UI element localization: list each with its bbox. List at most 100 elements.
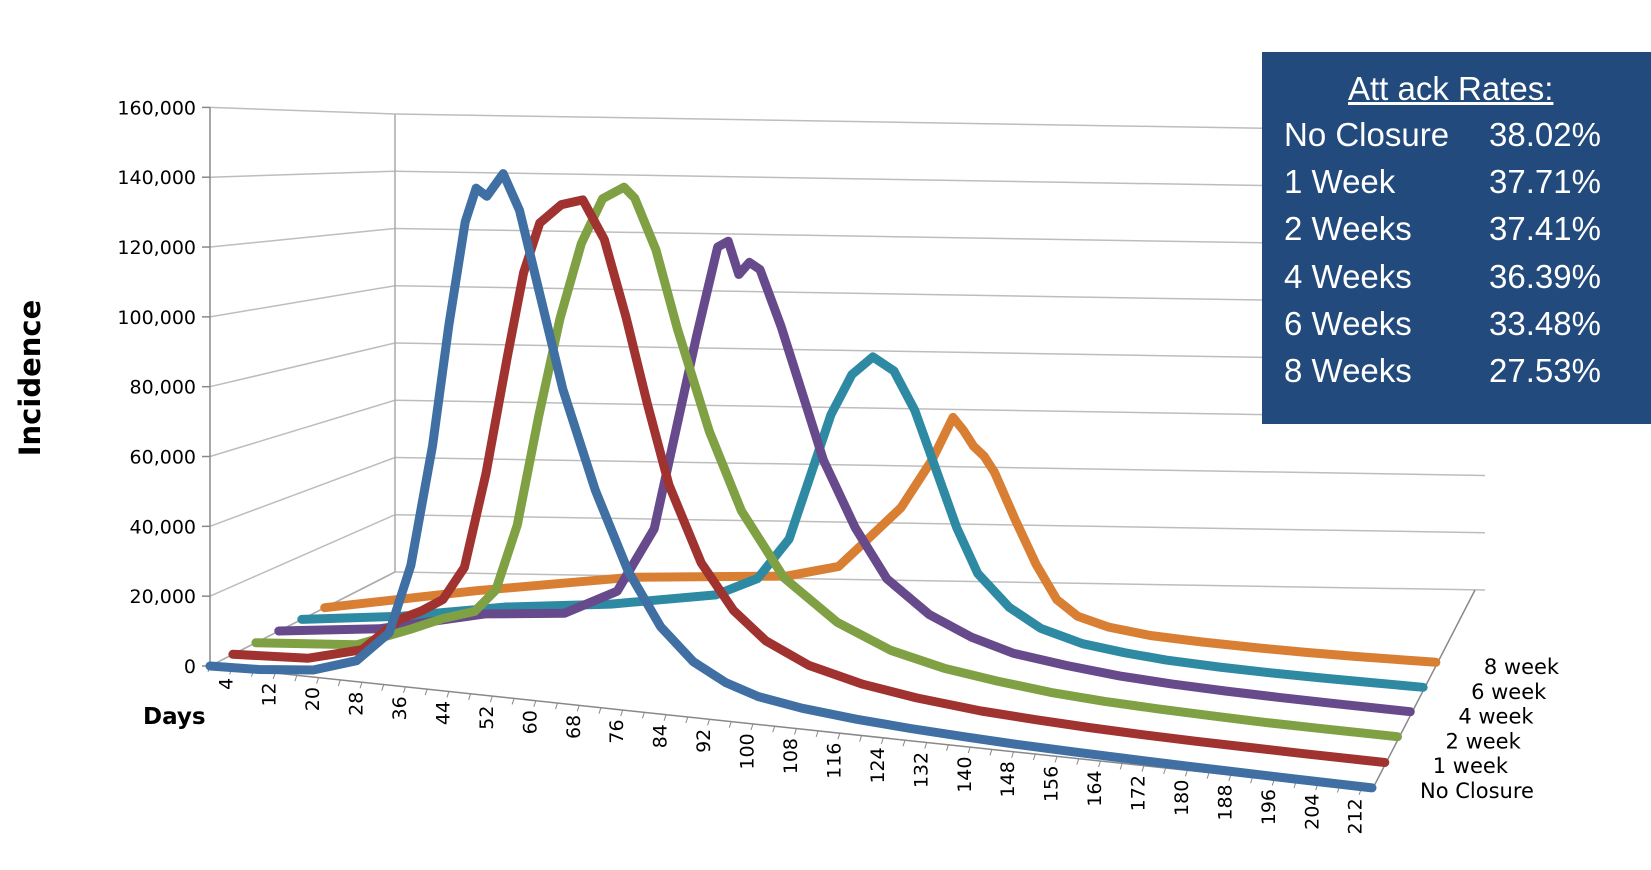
y-tick-label: 100,000 <box>117 307 196 329</box>
series-line-4-week <box>274 236 1415 717</box>
x-axis-title: Days <box>143 704 206 730</box>
attack-rate-value: 36.39% <box>1489 258 1601 295</box>
x-minor-tick <box>1098 760 1101 768</box>
x-minor-tick <box>620 709 624 717</box>
x-minor-tick <box>337 679 341 687</box>
x-tick-label: 164 <box>1084 770 1106 806</box>
x-minor-tick <box>707 719 711 726</box>
attack-rate-row: 2 Weeks 37.41% <box>1284 210 1624 256</box>
x-minor-tick <box>489 695 493 703</box>
y-tick-label: 40,000 <box>130 516 196 538</box>
side-gridline <box>209 227 396 248</box>
side-gridline <box>209 342 396 388</box>
x-minor-tick <box>1163 767 1167 775</box>
attack-rate-label: No Closure <box>1284 116 1450 153</box>
x-minor-tick <box>381 684 385 691</box>
x-minor-tick <box>533 700 537 707</box>
x-minor-tick <box>1054 756 1058 763</box>
x-tick-label: 124 <box>867 747 889 783</box>
series-lines <box>205 169 1441 793</box>
series-depth-label: No Closure <box>1420 779 1534 803</box>
series-depth-label: 4 week <box>1458 705 1534 729</box>
x-tick-label: 100 <box>737 733 759 769</box>
attack-rate-label: 2 Weeks <box>1284 210 1412 247</box>
series-depth-label: 2 week <box>1446 729 1522 753</box>
attack-rate-label: 6 Weeks <box>1284 305 1412 342</box>
x-minor-tick <box>815 730 819 738</box>
x-minor-tick <box>1119 763 1123 770</box>
x-minor-tick <box>1011 751 1015 758</box>
attack-rate-label: 1 Week <box>1284 163 1396 200</box>
side-gridline <box>209 284 396 318</box>
x-minor-tick <box>1206 772 1210 779</box>
x-tick-label: 36 <box>389 696 411 720</box>
x-tick-label: 172 <box>1128 775 1150 811</box>
y-tick-label: 60,000 <box>130 447 196 469</box>
attack-rates-panel: Att ack Rates: No Closure 38.02% 1 Week … <box>1262 52 1651 424</box>
x-minor-tick <box>1032 753 1036 761</box>
y-axis-title: Incidence <box>13 300 47 457</box>
x-tick-label: 116 <box>823 743 845 779</box>
x-tick-label: 156 <box>1041 766 1063 802</box>
side-wall-gridlines <box>209 106 396 667</box>
x-tick-labels: 4 12 20 28 36 44 52 60 68 76 84 92 100 108 116 124 132 14… <box>215 678 1366 835</box>
back-gridline <box>394 456 1486 477</box>
attack-rate-row: 6 Weeks 33.48% <box>1284 305 1624 351</box>
x-minor-tick <box>468 693 472 700</box>
x-minor-tick <box>511 698 515 705</box>
side-gridline <box>209 170 396 178</box>
side-gridline <box>209 106 396 115</box>
x-minor-tick <box>793 728 797 735</box>
x-tick-label: 60 <box>519 710 541 734</box>
y-tick-label: 140,000 <box>117 167 196 189</box>
x-tick-label: 84 <box>650 724 672 748</box>
side-gridline <box>209 399 396 458</box>
x-tick-label: 52 <box>476 706 498 730</box>
x-tick-label: 92 <box>693 729 715 753</box>
series-line-8-week <box>320 412 1441 667</box>
x-tick-label: 196 <box>1258 789 1280 825</box>
attack-rate-label: 8 Weeks <box>1284 352 1412 389</box>
attack-rates-title: Att ack Rates: <box>1348 70 1554 107</box>
x-tick-label: 212 <box>1345 798 1367 834</box>
x-minor-tick <box>945 744 949 751</box>
x-minor-tick <box>316 677 320 684</box>
x-tick-label: 44 <box>432 701 454 725</box>
series-line-no-closure <box>205 169 1377 793</box>
x-minor-tick <box>837 733 841 740</box>
x-minor-tick <box>403 686 406 694</box>
attack-rate-value: 37.71% <box>1489 163 1601 200</box>
x-minor-tick <box>424 689 428 696</box>
x-tick-label: 148 <box>997 761 1019 797</box>
x-tick-label: 188 <box>1214 784 1236 820</box>
series-line-1-week <box>228 195 1390 767</box>
x-tick-label: 180 <box>1171 780 1193 816</box>
attack-rate-row: 4 Weeks 36.39% <box>1284 258 1624 304</box>
attack-rate-label: 4 Weeks <box>1284 258 1412 295</box>
x-minor-tick <box>685 716 689 724</box>
series-depth-label: 1 week <box>1433 754 1509 778</box>
x-minor-tick <box>555 702 558 710</box>
x-minor-tick <box>1076 758 1080 765</box>
attack-rate-value: 33.48% <box>1489 305 1601 342</box>
x-minor-tick <box>989 749 993 756</box>
x-minor-tick <box>880 737 884 745</box>
series-depth-label: 8 week <box>1484 655 1560 679</box>
attack-rate-row: 1 Week 37.71% <box>1284 163 1624 209</box>
x-tick-label: 132 <box>910 752 932 788</box>
x-minor-tick <box>902 740 906 747</box>
x-minor-tick <box>859 735 863 742</box>
x-minor-tick <box>576 705 580 712</box>
side-gridline <box>209 514 396 597</box>
series-line-2-week <box>251 182 1402 742</box>
y-tick-label: 120,000 <box>117 237 196 259</box>
x-minor-tick <box>663 714 667 721</box>
x-minor-tick <box>728 721 732 728</box>
back-wall-gridlines <box>394 113 1486 591</box>
series-depth-label: 6 week <box>1471 680 1547 704</box>
x-tick-label: 20 <box>302 687 324 711</box>
x-minor-tick <box>1141 765 1145 772</box>
x-tick-label: 28 <box>346 692 368 716</box>
x-tick-label: 76 <box>606 719 628 743</box>
